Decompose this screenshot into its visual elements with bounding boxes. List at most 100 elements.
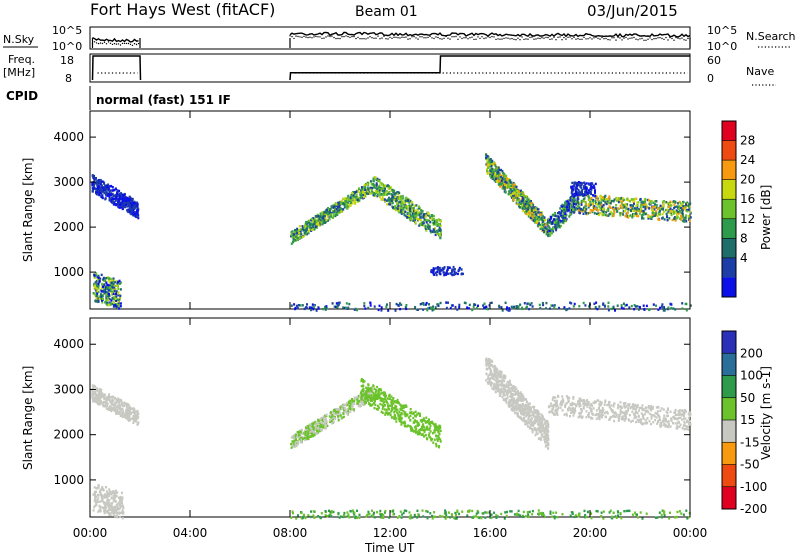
echo-cell <box>471 308 474 312</box>
echo-cell <box>377 186 380 189</box>
echo-cell <box>106 511 109 514</box>
echo-cell <box>125 402 128 406</box>
echo-cell <box>112 194 115 197</box>
echo-cell <box>329 413 332 417</box>
echo-cell <box>363 401 366 404</box>
echo-cell <box>545 301 548 305</box>
echo-cell <box>527 213 530 216</box>
echo-cell <box>517 194 520 198</box>
echo-cell <box>384 191 387 194</box>
echo-cell <box>456 272 459 276</box>
echo-cell <box>418 207 420 210</box>
nsearch-point <box>589 37 591 39</box>
echo-cell <box>425 214 428 217</box>
echo-cell <box>434 233 437 237</box>
echo-cell <box>132 212 135 215</box>
echo-cell <box>632 209 635 213</box>
echo-cell <box>116 305 119 308</box>
echo-cell <box>516 189 519 193</box>
echo-cell <box>679 211 682 214</box>
cpid-mode-text: normal (fast) 151 IF <box>96 93 231 107</box>
echo-cell <box>455 271 457 275</box>
echo-cell <box>348 204 351 207</box>
echo-cell <box>537 224 539 228</box>
echo-cell <box>391 201 394 205</box>
echo-cell <box>483 302 486 305</box>
echo-cell <box>460 273 463 276</box>
nsearch-point <box>133 43 136 45</box>
echo-cell <box>332 206 335 209</box>
echo-cell <box>356 198 359 201</box>
echo-cell <box>521 306 523 309</box>
echo-cell <box>439 440 442 443</box>
echo-cell <box>337 417 340 421</box>
echo-cell <box>637 215 640 218</box>
echo-cell <box>326 424 329 428</box>
echo-cell <box>132 205 135 209</box>
echo-cell <box>569 301 572 304</box>
echo-cell <box>96 284 99 287</box>
echo-cell <box>435 229 438 233</box>
echo-cell <box>392 206 395 209</box>
echo-cell <box>366 387 369 390</box>
echo-cell <box>322 214 325 217</box>
echo-cell <box>528 307 531 311</box>
echo-cell <box>398 211 401 214</box>
nsearch-point <box>583 36 585 39</box>
echo-cell <box>290 233 293 237</box>
echo-cell <box>595 202 598 206</box>
echo-cell <box>642 203 645 207</box>
echo-cell <box>516 305 519 308</box>
echo-cell <box>323 216 326 220</box>
echo-cell <box>673 210 676 214</box>
echo-cell <box>413 213 415 216</box>
echo-cell <box>487 166 490 169</box>
echo-cell <box>364 188 367 191</box>
echo-cell <box>553 304 556 307</box>
echo-cell <box>379 399 382 402</box>
echo-cell <box>103 191 106 195</box>
echo-cell <box>320 216 323 219</box>
echo-cell <box>115 284 118 287</box>
echo-cell <box>112 305 115 308</box>
echo-cell <box>109 283 112 286</box>
nsearch-point <box>663 38 665 41</box>
echo-cell <box>575 203 578 206</box>
echo-cell <box>408 204 411 207</box>
echo-cell <box>427 223 430 227</box>
echo-cell <box>655 200 658 203</box>
echo-cell <box>580 201 583 205</box>
echo-cell <box>446 266 449 269</box>
echo-cell <box>537 223 540 226</box>
nsearch-point <box>417 38 419 40</box>
echo-cell <box>571 189 574 193</box>
echo-cell <box>563 208 566 212</box>
echo-cell <box>314 427 317 430</box>
echo-cell <box>96 181 98 184</box>
echo-cell <box>318 425 321 429</box>
echo-cell <box>542 219 544 223</box>
freq-panel-frame <box>89 53 691 83</box>
nsearch-point <box>403 36 405 39</box>
echo-cell <box>383 198 386 201</box>
echo-cell <box>122 506 125 510</box>
echo-cell <box>414 212 417 215</box>
echo-cell <box>357 394 360 398</box>
echo-cell <box>642 209 645 213</box>
echo-cell <box>330 419 333 422</box>
echo-cell <box>626 197 629 200</box>
echo-cell <box>593 186 596 189</box>
nsearch-point <box>399 37 401 39</box>
echo-cell <box>405 196 408 199</box>
echo-cell <box>369 301 372 304</box>
nsearch-point <box>389 36 391 39</box>
echo-cell <box>431 309 434 312</box>
echo-cell <box>421 223 424 226</box>
echo-cell <box>685 220 688 223</box>
echo-cell <box>374 190 377 193</box>
echo-cell <box>291 230 294 233</box>
echo-cell <box>334 408 337 411</box>
nsearch-point <box>499 38 501 40</box>
echo-cell <box>669 200 672 203</box>
echo-cell <box>107 298 110 301</box>
